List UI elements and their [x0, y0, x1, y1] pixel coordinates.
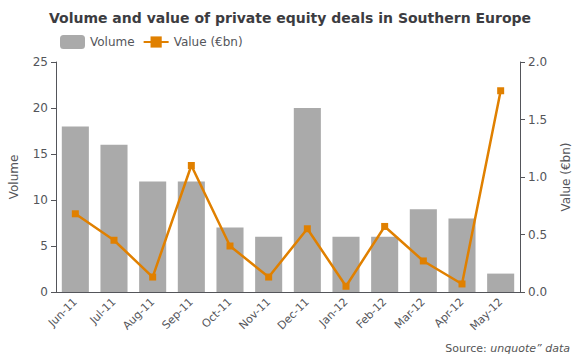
svg-text:Apr-12: Apr-12	[432, 295, 467, 330]
svg-text:0.5: 0.5	[528, 228, 547, 242]
svg-text:Feb-12: Feb-12	[354, 295, 390, 331]
svg-text:1.0: 1.0	[528, 170, 547, 184]
svg-text:Jun-11: Jun-11	[45, 295, 80, 330]
svg-text:Jan-12: Jan-12	[316, 295, 351, 330]
svg-text:May-12: May-12	[467, 295, 505, 333]
svg-text:20: 20	[33, 101, 48, 115]
svg-text:Nov-11: Nov-11	[236, 295, 273, 332]
svg-text:1.5: 1.5	[528, 113, 547, 127]
svg-text:Mar-12: Mar-12	[392, 295, 428, 331]
svg-text:Aug-11: Aug-11	[120, 295, 157, 332]
svg-text:Source:: Source:	[445, 342, 487, 355]
svg-text:Dec-11: Dec-11	[275, 295, 312, 332]
svg-text:25: 25	[33, 55, 48, 69]
svg-text:0.0: 0.0	[528, 285, 547, 299]
svg-text:15: 15	[33, 147, 48, 161]
svg-text:Volume: Volume	[7, 155, 21, 200]
svg-text:0: 0	[40, 285, 48, 299]
svg-text:2.0: 2.0	[528, 55, 547, 69]
svg-text:Volume and value of private eq: Volume and value of private equity deals…	[49, 10, 531, 26]
svg-text:5: 5	[40, 239, 48, 253]
svg-text:10: 10	[33, 193, 48, 207]
svg-text:Jul-11: Jul-11	[87, 295, 119, 327]
svg-text:Value (€bn): Value (€bn)	[174, 35, 243, 49]
svg-text:Sep-11: Sep-11	[159, 295, 196, 332]
svg-text:Volume: Volume	[90, 35, 135, 49]
svg-text:Oct-11: Oct-11	[199, 295, 234, 330]
svg-text:Value (€bn): Value (€bn)	[559, 143, 573, 212]
svg-text:unquote” data: unquote” data	[490, 342, 570, 355]
